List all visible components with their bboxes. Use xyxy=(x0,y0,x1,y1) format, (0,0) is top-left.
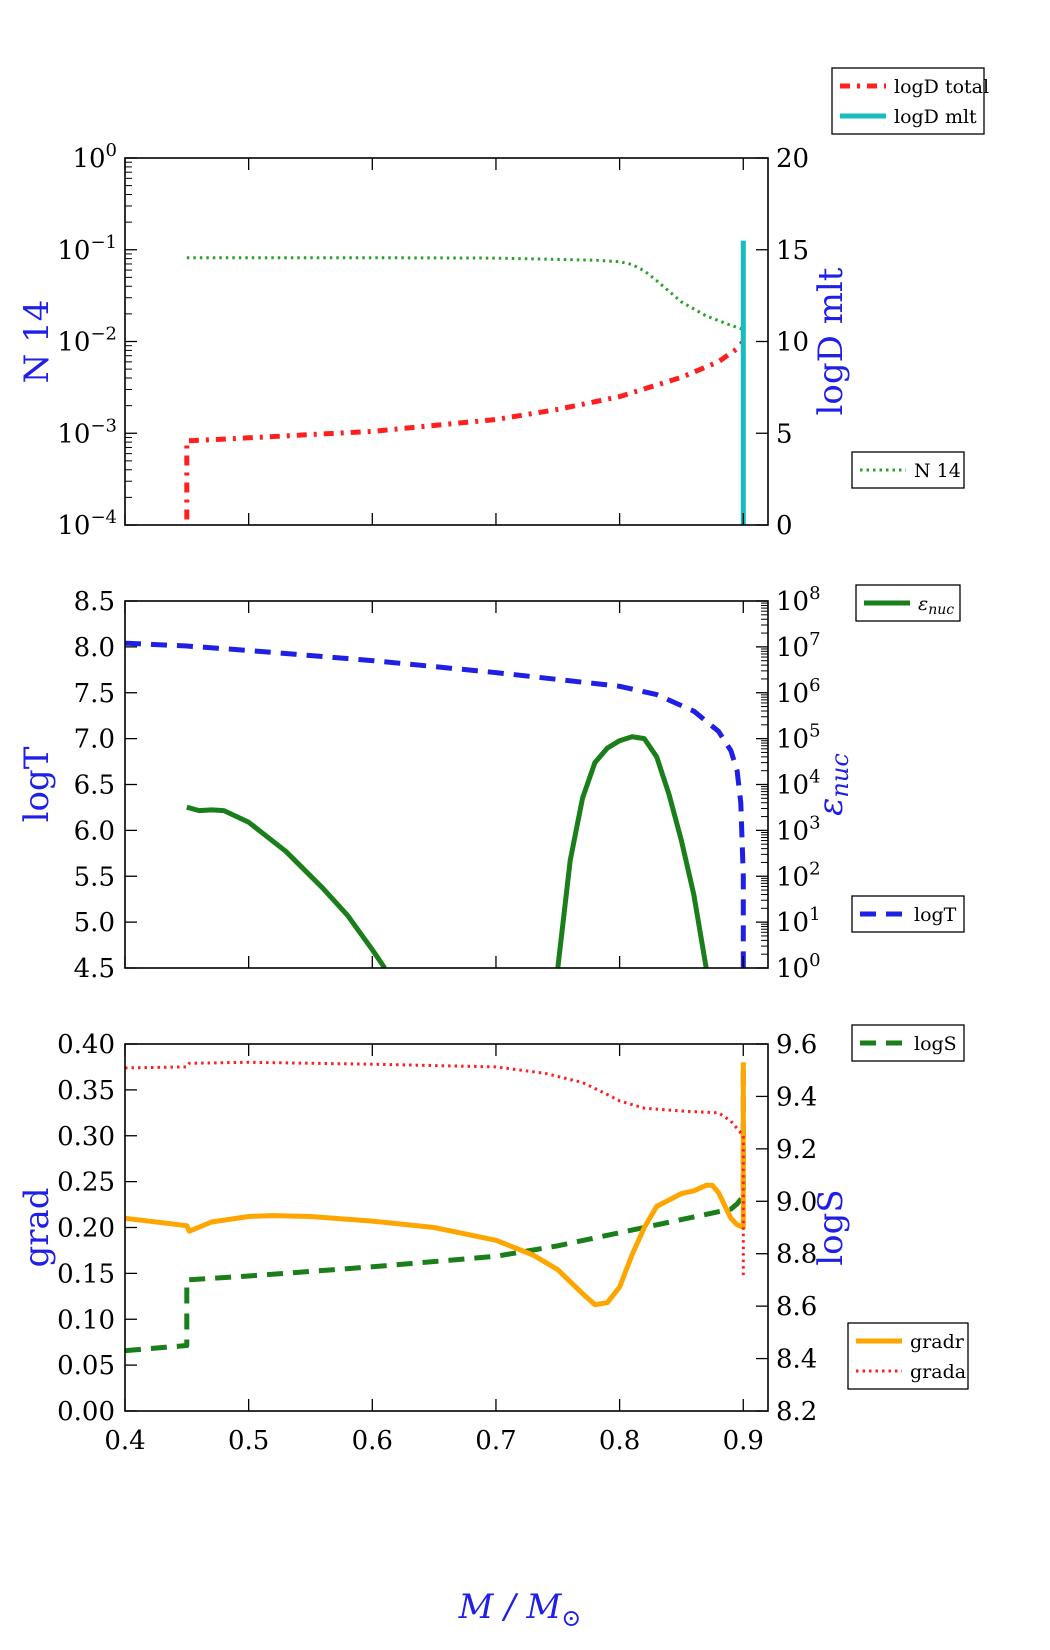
legend-label: εnuc xyxy=(918,593,954,618)
x-tick-label: 0.8 xyxy=(599,1426,640,1456)
legend-label: logT xyxy=(914,904,957,926)
legend-1: logD total logD mlt xyxy=(831,67,989,135)
right-axis-title: logS xyxy=(811,1189,851,1265)
plot-frame xyxy=(124,1043,769,1412)
left-axis-tick-label: 8.0 xyxy=(74,633,115,663)
left-axis-tick-label: 10−2 xyxy=(57,324,117,358)
legend-box xyxy=(851,895,965,933)
left-axis-title: logT xyxy=(17,746,57,822)
series-line-logt-0 xyxy=(125,640,746,968)
left-axis-tick-label: 4.5 xyxy=(74,954,115,984)
left-axis-tick-label: 6.5 xyxy=(74,771,115,801)
legend-2: gradr grada xyxy=(847,1322,969,1390)
series-line-logd-total-1 xyxy=(184,339,746,520)
right-axis-tick-label: 8.2 xyxy=(776,1397,817,1427)
legend-label: logD total xyxy=(894,76,989,98)
right-axis-tick-label: 103 xyxy=(776,812,821,846)
series-group xyxy=(184,240,746,525)
left-axis-tick-label: 0.25 xyxy=(57,1168,115,1198)
left-axis-tick-label: 0.35 xyxy=(57,1076,115,1106)
right-axis-title: εnuc xyxy=(811,753,854,816)
series-line-gradr-1 xyxy=(125,1062,746,1308)
x-tick-label: 0.6 xyxy=(352,1426,393,1456)
left-axis-tick-label: 7.0 xyxy=(74,725,115,755)
series-line-grada-2 xyxy=(125,1060,745,1278)
series-group xyxy=(125,640,746,968)
x-axis-label-sub: ⊙ xyxy=(561,1604,581,1632)
legend-1: logS xyxy=(851,1024,965,1062)
left-axis-tick-label: 0.00 xyxy=(57,1397,115,1427)
left-axis-tick-label: 5.0 xyxy=(74,908,115,938)
legend-2: logT xyxy=(851,895,965,933)
left-axis-tick-label: 0.20 xyxy=(57,1214,115,1244)
series-line-ε-nuc-2 xyxy=(555,734,709,968)
left-axis-tick-label: 8.5 xyxy=(74,587,115,617)
left-axis-tick-label: 6.0 xyxy=(74,816,115,846)
legend-label: N 14 xyxy=(914,460,961,482)
right-axis-tick-label: 8.4 xyxy=(776,1345,817,1375)
right-axis-tick-label: 9.4 xyxy=(776,1082,817,1112)
right-axis-tick-label: 108 xyxy=(776,583,821,617)
left-axis-title: N 14 xyxy=(17,300,57,384)
left-axis-tick-label: 7.5 xyxy=(74,679,115,709)
left-axis-tick-label: 10−4 xyxy=(57,507,117,541)
left-axis-tick-label: 0.15 xyxy=(57,1259,115,1289)
legend-box xyxy=(851,451,965,489)
series-line-logs-0 xyxy=(125,1070,746,1354)
legend-box xyxy=(831,67,985,135)
x-tick-label: 0.9 xyxy=(723,1426,764,1456)
legend-box xyxy=(847,1322,969,1390)
left-axis-tick-label: 100 xyxy=(72,140,117,174)
right-axis-tick-label: 8.6 xyxy=(776,1292,817,1322)
x-tick-label: 0.5 xyxy=(228,1426,269,1456)
left-axis-tick-label: 0.40 xyxy=(57,1030,115,1060)
legend-label: grada xyxy=(910,1361,966,1383)
chart-panel-2: 4.5 5.0 5.5 6.0 6.5 7.0 7.5 8.0 8.5 logT 100 101 102… xyxy=(17,583,965,984)
series-line-ε-nuc-1 xyxy=(186,804,387,968)
plot-frame xyxy=(124,157,769,526)
plot-frame xyxy=(124,600,769,969)
right-axis-tick-label: 106 xyxy=(776,675,821,709)
legend-box xyxy=(851,1024,965,1062)
right-axis-tick-label: 15 xyxy=(776,236,809,266)
right-axis-tick-label: 9.6 xyxy=(776,1030,817,1060)
chart-panel-3: 0.4 0.5 0.6 0.7 0.8 0.9 0.00 0.05 0.10 0.15 0.20 0.… xyxy=(17,1024,969,1456)
right-axis-tick-label: 20 xyxy=(776,144,809,174)
series-group xyxy=(125,1060,746,1354)
left-axis-tick-label: 5.5 xyxy=(74,862,115,892)
left-axis-title: grad xyxy=(17,1187,57,1267)
legend-2: N 14 xyxy=(851,451,965,489)
right-axis-tick-label: 107 xyxy=(776,629,821,663)
legend-1: εnuc xyxy=(855,584,961,622)
right-axis-tick-label: 0 xyxy=(776,511,793,541)
legend-label: logD mlt xyxy=(894,106,977,128)
legend-label: logS xyxy=(914,1033,957,1055)
right-axis-title: logD mlt xyxy=(811,267,851,415)
right-axis-tick-label: 100 xyxy=(776,950,821,984)
left-axis-tick-label: 10−1 xyxy=(57,232,117,266)
right-axis-tick-label: 101 xyxy=(776,904,821,938)
x-tick-label: 0.7 xyxy=(475,1426,516,1456)
legend-label: gradr xyxy=(910,1331,965,1353)
right-axis-tick-label: 9.2 xyxy=(776,1135,817,1165)
right-axis-tick-label: 102 xyxy=(776,858,821,892)
x-axis-label-main: M / M xyxy=(458,1587,563,1627)
right-axis-tick-label: 8.8 xyxy=(776,1240,817,1270)
right-axis-tick-label: 9.0 xyxy=(776,1187,817,1217)
x-axis-label: M / M⊙ xyxy=(458,1587,582,1632)
left-axis-tick-label: 0.30 xyxy=(57,1122,115,1152)
right-axis-tick-label: 105 xyxy=(776,721,821,755)
left-axis-tick-label: 10−3 xyxy=(57,415,117,449)
right-axis-tick-label: 5 xyxy=(776,419,793,449)
right-axis-tick-label: 10 xyxy=(776,328,809,358)
x-tick-label: 0.4 xyxy=(104,1426,145,1456)
series-line-n-14-0 xyxy=(186,256,744,331)
right-axis-tick-label: 104 xyxy=(776,767,821,801)
left-axis-tick-label: 0.10 xyxy=(57,1305,115,1335)
left-axis-tick-label: 0.05 xyxy=(57,1351,115,1381)
